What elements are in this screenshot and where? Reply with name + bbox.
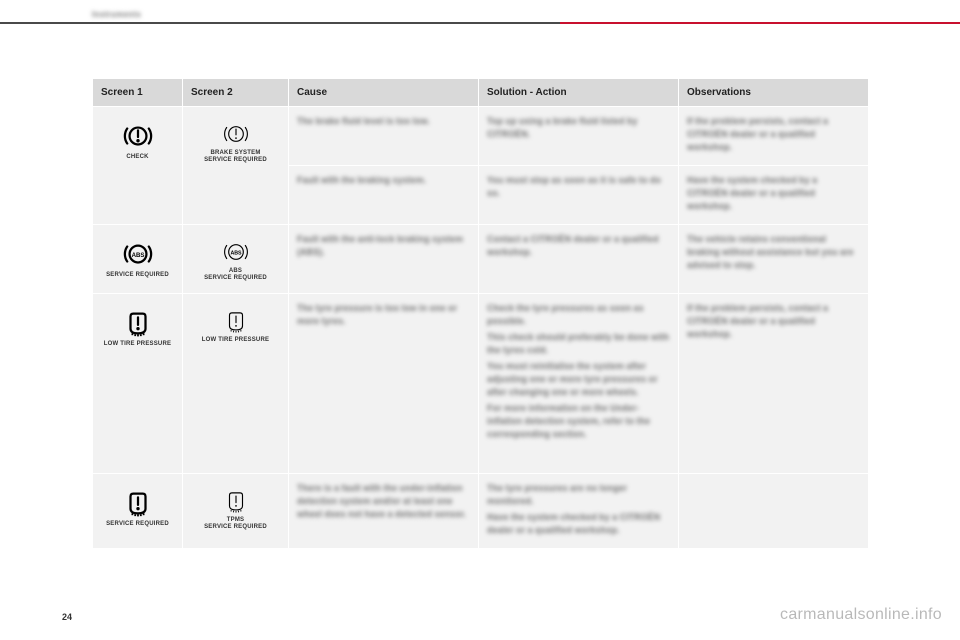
screen1-icon bbox=[97, 488, 178, 518]
solution-cell: You must stop as soon as it is safe to d… bbox=[479, 166, 679, 225]
observation-cell: If the problem persists, contact a CITRO… bbox=[679, 293, 869, 473]
svg-text:ABS: ABS bbox=[131, 252, 144, 259]
observation-cell: If the problem persists, contact a CITRO… bbox=[679, 107, 869, 166]
screen1-cell: SERVICE REQUIRED bbox=[93, 473, 183, 548]
col-screen1: Screen 1 bbox=[93, 79, 183, 107]
screen2-cell: ABS ABSSERVICE REQUIRED bbox=[183, 225, 289, 293]
svg-text:ABS: ABS bbox=[230, 251, 242, 257]
col-solution: Solution - Action bbox=[479, 79, 679, 107]
table-header-row: Screen 1 Screen 2 Cause Solution - Actio… bbox=[93, 79, 869, 107]
solution-cell: Top up using a brake fluid listed by CIT… bbox=[479, 107, 679, 166]
solution-cell: The tyre pressures are no longer monitor… bbox=[479, 473, 679, 548]
screen2-icon bbox=[187, 121, 284, 147]
screen1-cell: CHECK bbox=[93, 107, 183, 225]
table-row: ABS SERVICE REQUIRED ABS ABSSERVICE REQUIRE… bbox=[93, 225, 869, 293]
table-row: CHECK BRAKE SYSTEMSERVICE REQUIRED The bra… bbox=[93, 107, 869, 166]
screen1-label: SERVICE REQUIRED bbox=[97, 272, 178, 279]
watermark: carmanualsonline.info bbox=[780, 606, 942, 624]
page: Instruments Screen 1 Screen 2 Cause Solu… bbox=[0, 0, 960, 640]
cause-cell: The tyre pressure is too low in one or m… bbox=[289, 293, 479, 473]
screen2-cell: TPMSSERVICE REQUIRED bbox=[183, 473, 289, 548]
screen1-icon bbox=[97, 121, 178, 151]
screen1-icon bbox=[97, 308, 178, 338]
solution-cell: Contact a CITROËN dealer or a qualified … bbox=[479, 225, 679, 293]
cause-cell: Fault with the braking system. bbox=[289, 166, 479, 225]
screen1-icon: ABS bbox=[97, 239, 178, 269]
screen2-icon bbox=[187, 488, 284, 514]
observation-cell bbox=[679, 473, 869, 548]
screen2-label: ABSSERVICE REQUIRED bbox=[187, 268, 284, 282]
section-label: Instruments bbox=[92, 10, 141, 19]
warning-table: Screen 1 Screen 2 Cause Solution - Actio… bbox=[92, 78, 868, 549]
observation-cell: The vehicle retains conventional braking… bbox=[679, 225, 869, 293]
screen1-cell: LOW TIRE PRESSURE bbox=[93, 293, 183, 473]
header-rule bbox=[0, 22, 960, 24]
cause-cell: Fault with the anti-lock braking system … bbox=[289, 225, 479, 293]
table-row: SERVICE REQUIRED TPMSSERVICE REQUIRED Ther… bbox=[93, 473, 869, 548]
observation-cell: Have the system checked by a CITROËN dea… bbox=[679, 166, 869, 225]
screen1-label: LOW TIRE PRESSURE bbox=[97, 341, 178, 348]
col-observations: Observations bbox=[679, 79, 869, 107]
screen1-cell: ABS SERVICE REQUIRED bbox=[93, 225, 183, 293]
screen1-label: SERVICE REQUIRED bbox=[97, 521, 178, 528]
screen2-label: BRAKE SYSTEMSERVICE REQUIRED bbox=[187, 150, 284, 164]
col-screen2: Screen 2 bbox=[183, 79, 289, 107]
screen2-cell: BRAKE SYSTEMSERVICE REQUIRED bbox=[183, 107, 289, 225]
page-number: 24 bbox=[62, 612, 72, 622]
cause-cell: There is a fault with the under-inflatio… bbox=[289, 473, 479, 548]
screen2-label: TPMSSERVICE REQUIRED bbox=[187, 517, 284, 531]
cause-cell: The brake fluid level is too low. bbox=[289, 107, 479, 166]
header-accent bbox=[560, 22, 960, 24]
screen1-label: CHECK bbox=[97, 154, 178, 161]
table-row: LOW TIRE PRESSURE LOW TIRE PRESSURE The ty… bbox=[93, 293, 869, 473]
solution-cell: Check the tyre pressures as soon as poss… bbox=[479, 293, 679, 473]
screen2-icon bbox=[187, 308, 284, 334]
screen2-icon: ABS bbox=[187, 239, 284, 265]
screen2-label: LOW TIRE PRESSURE bbox=[187, 337, 284, 344]
col-cause: Cause bbox=[289, 79, 479, 107]
screen2-cell: LOW TIRE PRESSURE bbox=[183, 293, 289, 473]
